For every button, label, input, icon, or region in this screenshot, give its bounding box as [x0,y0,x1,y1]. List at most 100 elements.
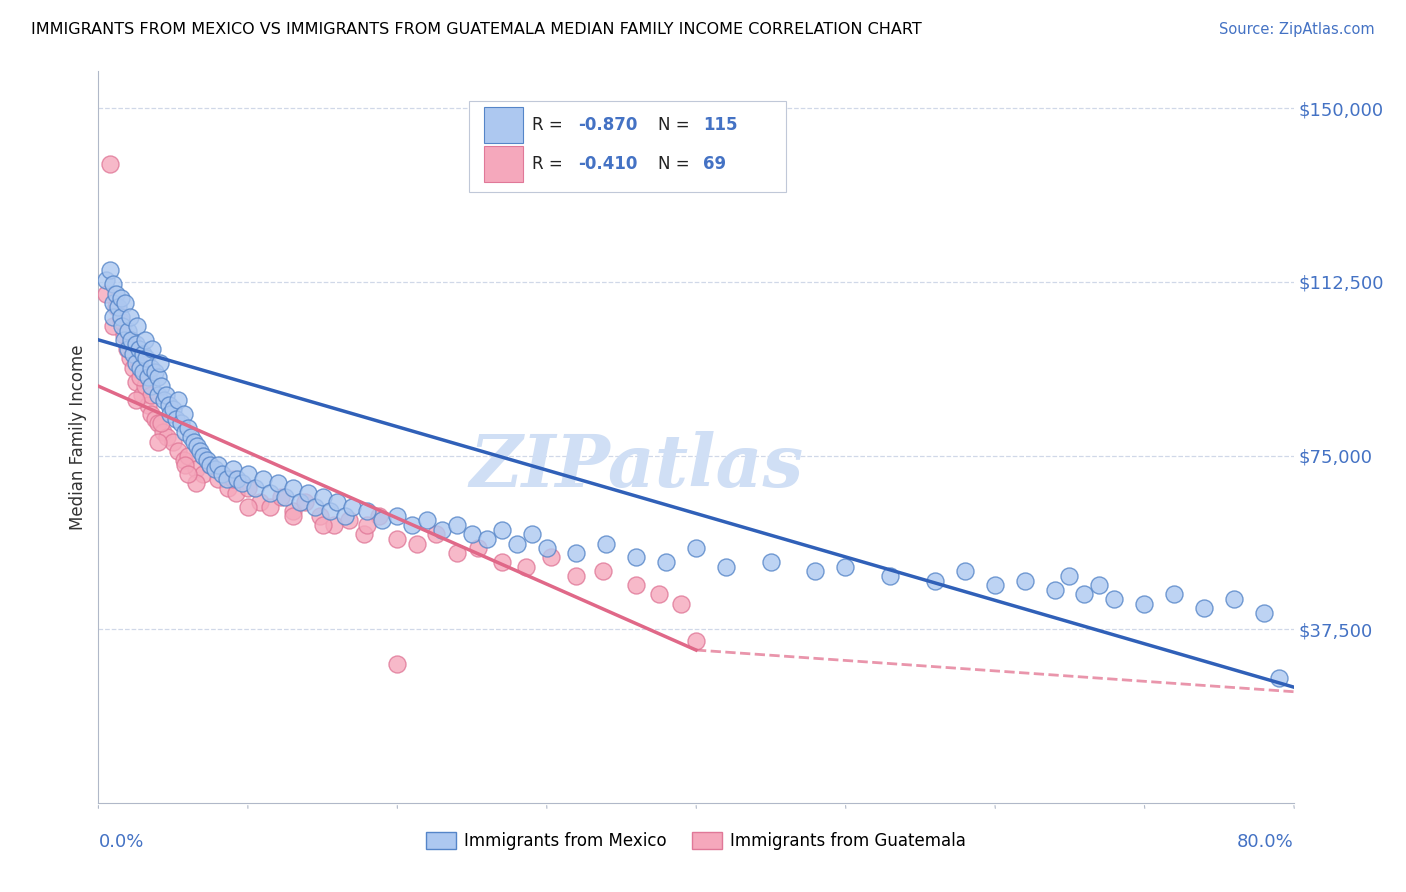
Point [217,481,239,495]
Point [1223,592,1246,607]
Point [103,310,125,324]
Point [506,536,529,550]
Point [222,462,245,476]
Point [236,500,259,514]
Point [184,462,207,476]
Point [143,365,166,379]
Point [1267,671,1289,685]
Point [191,449,214,463]
Text: Source: ZipAtlas.com: Source: ZipAtlas.com [1219,22,1375,37]
Point [117,342,139,356]
Point [112,333,135,347]
Point [132,365,155,379]
Point [139,379,162,393]
Point [191,467,214,482]
Point [540,550,562,565]
Point [98,157,122,171]
Point [326,495,349,509]
Point [565,546,588,560]
Point [647,587,669,601]
Point [416,513,439,527]
Point [121,347,143,361]
Point [125,375,148,389]
Point [103,318,125,333]
Point [153,392,176,407]
Point [401,518,423,533]
Point [94,286,117,301]
Point [288,495,311,509]
Point [143,411,166,425]
Point [281,504,304,518]
Point [157,398,180,412]
Point [371,513,394,527]
Point [129,360,152,375]
Point [136,370,159,384]
Text: ZIPatlas: ZIPatlas [470,431,803,502]
Point [446,518,468,533]
Point [117,324,139,338]
Point [1253,606,1275,620]
Text: -0.870: -0.870 [578,116,637,134]
Point [515,559,537,574]
Point [356,518,378,533]
Point [139,407,162,421]
Point [180,430,202,444]
Point [120,333,142,347]
Point [162,434,184,449]
Point [211,467,233,482]
Point [141,342,163,356]
Point [121,360,143,375]
Y-axis label: Median Family Income: Median Family Income [69,344,87,530]
Text: -0.410: -0.410 [578,155,637,173]
Point [127,318,149,333]
Point [174,425,197,440]
Point [274,490,297,504]
Point [467,541,489,556]
Point [259,500,281,514]
Point [166,392,188,407]
Point [165,411,187,425]
Text: R =: R = [533,155,568,173]
Point [655,555,678,569]
Point [110,314,132,328]
Point [333,508,356,523]
Point [491,555,513,569]
Point [215,472,238,486]
Point [1073,587,1095,601]
Point [207,472,229,486]
Point [281,481,304,495]
Point [155,388,177,402]
Point [491,523,513,537]
Point [1088,578,1111,592]
Point [252,472,274,486]
Point [148,388,170,402]
Point [222,472,245,486]
Point [924,574,946,588]
Point [461,527,484,541]
Point [128,342,150,356]
Text: 115: 115 [703,116,738,134]
Text: N =: N = [658,116,695,134]
FancyBboxPatch shape [485,107,523,143]
Point [139,360,162,375]
Point [136,398,159,412]
Point [953,565,976,579]
Point [177,449,200,463]
Point [115,342,138,356]
Point [173,453,195,467]
Point [226,472,249,486]
Point [385,508,409,523]
Point [308,508,330,523]
Point [150,416,173,430]
Point [1133,597,1156,611]
Point [156,430,179,444]
Point [200,458,222,472]
Point [270,490,292,504]
Point [188,444,211,458]
Point [112,328,135,343]
Point [520,527,543,541]
Point [714,559,737,574]
Point [118,351,141,366]
Point [94,273,117,287]
Point [475,532,498,546]
